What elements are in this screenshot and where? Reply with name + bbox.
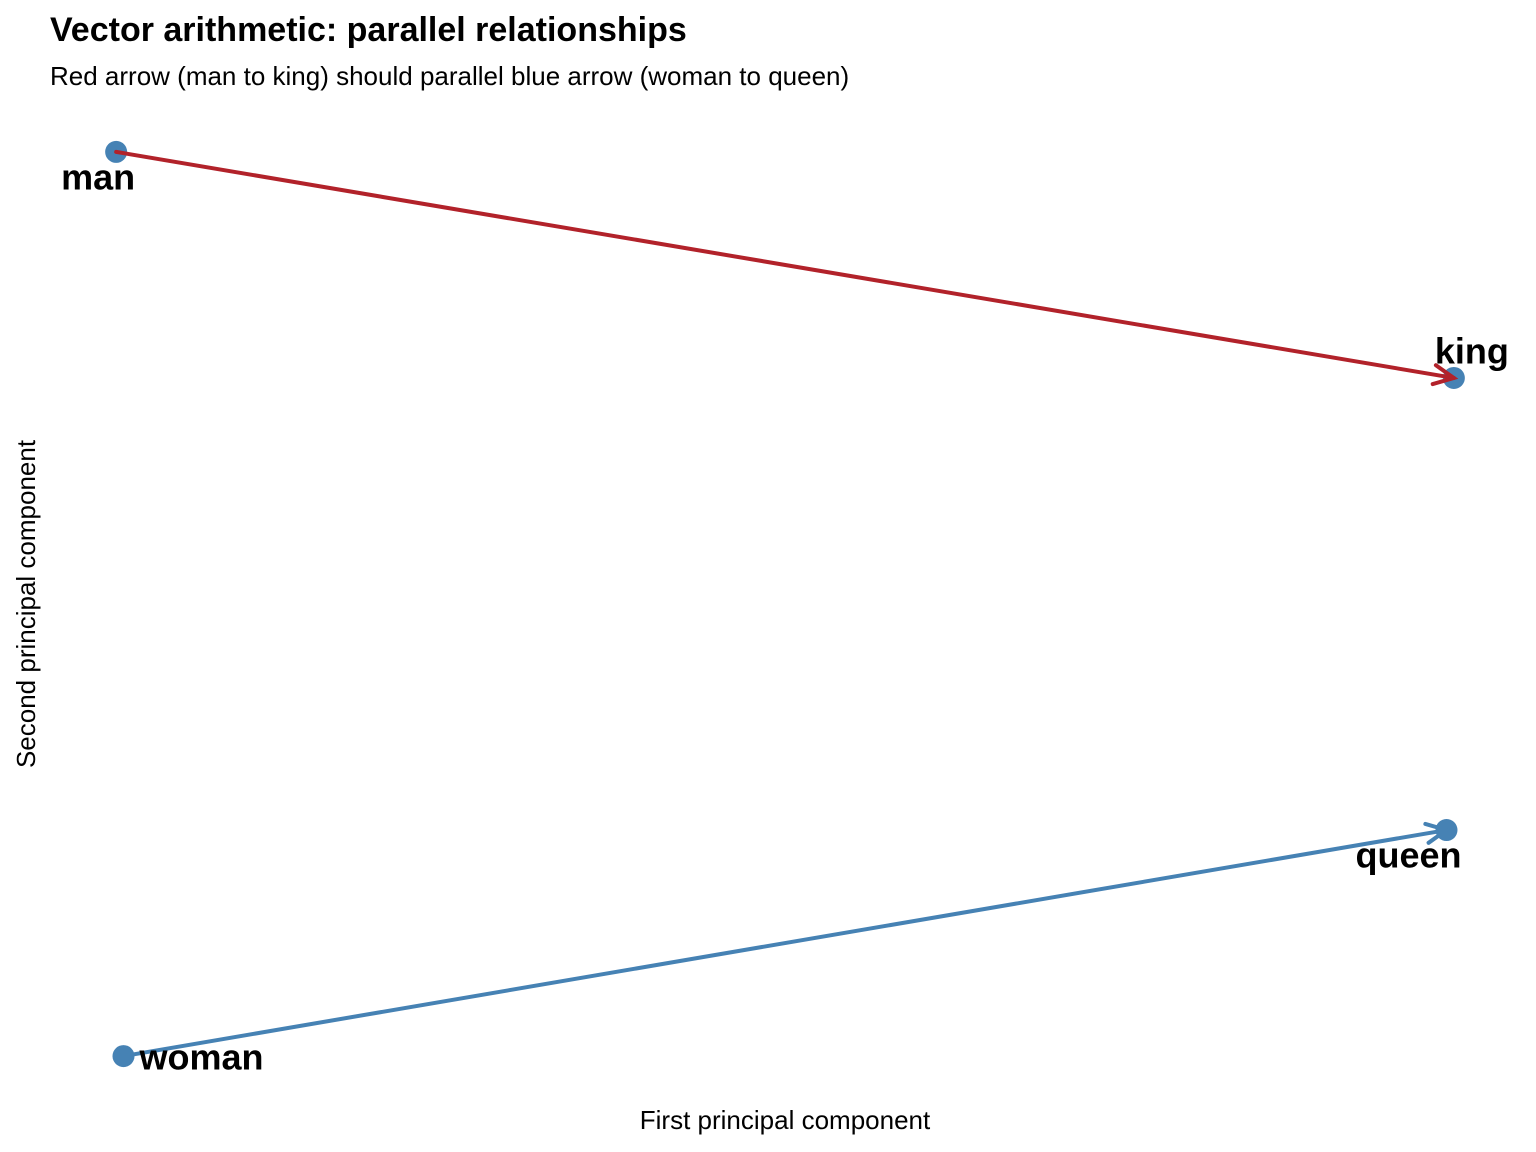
chart-title: Vector arithmetic: parallel relationship… bbox=[50, 11, 687, 49]
chart-subtitle: Red arrow (man to king) should parallel … bbox=[50, 61, 849, 91]
arrow bbox=[114, 149, 1459, 387]
arrow bbox=[121, 821, 1452, 1059]
point-label: woman bbox=[138, 1037, 263, 1078]
arrow-head bbox=[1430, 363, 1459, 387]
arrow-shaft bbox=[121, 828, 1449, 1059]
arrow-shaft bbox=[114, 149, 1456, 380]
x-axis-title: First principal component bbox=[640, 1105, 931, 1135]
y-axis-title: Second principal component bbox=[11, 439, 41, 768]
point-label: king bbox=[1435, 330, 1509, 371]
point-label: man bbox=[61, 156, 135, 197]
arrow-head bbox=[1423, 821, 1452, 845]
point-label: queen bbox=[1355, 835, 1461, 876]
